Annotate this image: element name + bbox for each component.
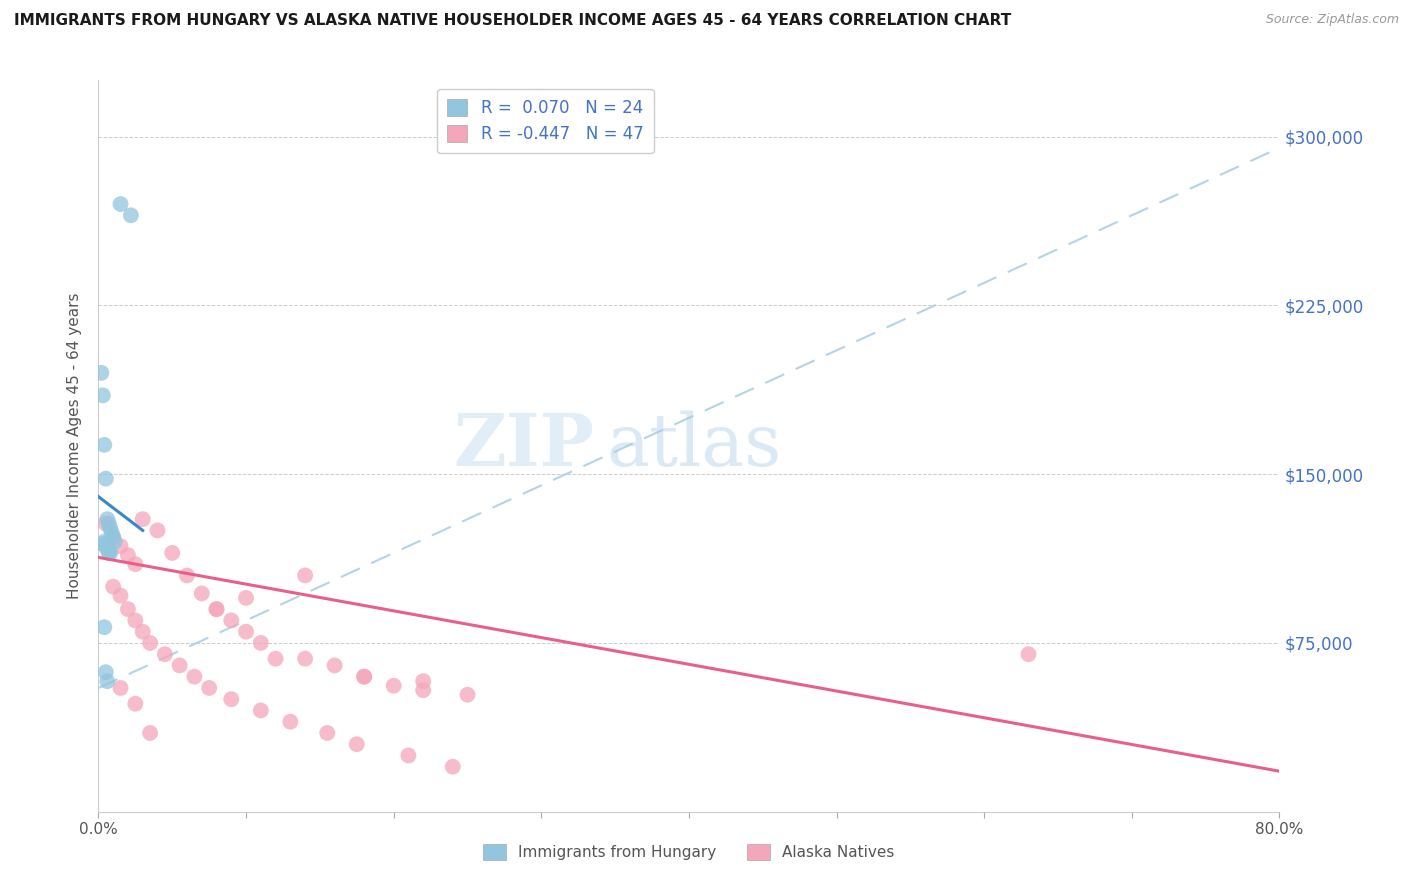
Point <box>146 524 169 538</box>
Point <box>93 438 115 452</box>
Point <box>382 679 405 693</box>
Point <box>96 541 118 556</box>
Point <box>205 602 228 616</box>
Point <box>100 525 122 540</box>
Point <box>103 530 125 544</box>
Point <box>96 539 118 553</box>
Point <box>294 651 316 665</box>
Point <box>97 543 120 558</box>
Text: ZIP: ZIP <box>454 410 595 482</box>
Point <box>221 614 243 628</box>
Point <box>198 681 221 695</box>
Point <box>412 674 434 689</box>
Point <box>110 197 132 211</box>
Point <box>132 512 155 526</box>
Text: IMMIGRANTS FROM HUNGARY VS ALASKA NATIVE HOUSEHOLDER INCOME AGES 45 - 64 YEARS C: IMMIGRANTS FROM HUNGARY VS ALASKA NATIVE… <box>14 13 1011 29</box>
Point <box>94 537 117 551</box>
Point <box>132 624 155 639</box>
Point <box>91 388 114 402</box>
Point <box>110 539 132 553</box>
Text: atlas: atlas <box>606 410 782 482</box>
Point <box>98 521 121 535</box>
Point <box>104 534 127 549</box>
Point <box>103 580 125 594</box>
Point <box>97 516 120 531</box>
Y-axis label: Householder Income Ages 45 - 64 years: Householder Income Ages 45 - 64 years <box>67 293 83 599</box>
Point <box>124 614 146 628</box>
Point <box>396 748 419 763</box>
Point <box>117 602 139 616</box>
Point <box>90 366 112 380</box>
Point <box>93 620 115 634</box>
Point <box>176 568 198 582</box>
Point <box>94 516 117 531</box>
Point <box>162 546 183 560</box>
Point <box>97 546 120 560</box>
Point <box>294 568 316 582</box>
Point <box>94 472 117 486</box>
Point <box>120 208 142 222</box>
Point <box>456 688 478 702</box>
Point <box>98 546 121 560</box>
Text: Source: ZipAtlas.com: Source: ZipAtlas.com <box>1265 13 1399 27</box>
Point <box>191 586 214 600</box>
Point <box>110 681 132 695</box>
Point <box>353 670 375 684</box>
Point <box>205 602 228 616</box>
Point <box>1017 647 1039 661</box>
Point <box>94 539 117 553</box>
Point <box>117 548 139 562</box>
Point <box>235 624 257 639</box>
Point <box>93 534 115 549</box>
Point <box>124 557 146 571</box>
Point <box>110 589 132 603</box>
Point <box>169 658 191 673</box>
Point <box>124 697 146 711</box>
Legend: Immigrants from Hungary, Alaska Natives: Immigrants from Hungary, Alaska Natives <box>477 838 901 866</box>
Point <box>323 658 346 673</box>
Point <box>183 670 205 684</box>
Point <box>153 647 176 661</box>
Point <box>235 591 257 605</box>
Point <box>441 760 464 774</box>
Point <box>94 665 117 680</box>
Point <box>221 692 243 706</box>
Point <box>278 714 302 729</box>
Point <box>103 530 125 544</box>
Point <box>316 726 339 740</box>
Point <box>250 703 273 717</box>
Point <box>353 670 375 684</box>
Point <box>139 726 162 740</box>
Point <box>250 636 273 650</box>
Point <box>412 683 434 698</box>
Point <box>96 674 118 689</box>
Point <box>139 636 162 650</box>
Point <box>264 651 287 665</box>
Point <box>346 737 368 751</box>
Point <box>96 512 118 526</box>
Point <box>91 537 114 551</box>
